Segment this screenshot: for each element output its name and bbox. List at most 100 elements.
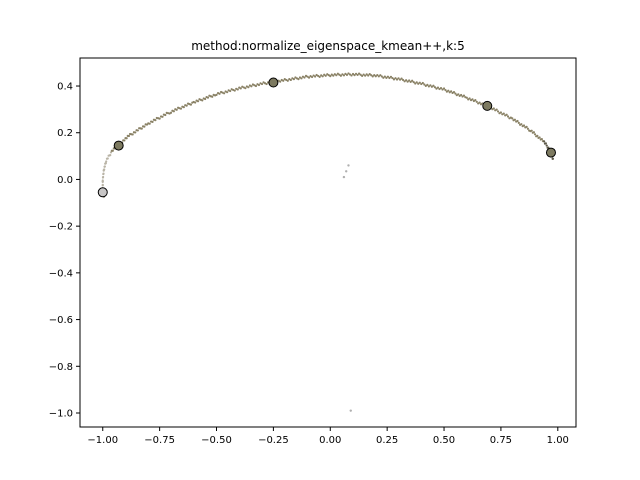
centroid-marker: [545, 147, 556, 158]
data-point: [332, 74, 335, 77]
data-point: [127, 134, 131, 138]
data-point: [388, 76, 391, 80]
data-point: [125, 137, 128, 140]
data-point: [471, 98, 474, 101]
x-axis-ticks: −1.00 −0.75 −0.50 −0.25 0.00 0.25 0.50 0.75 1.00: [87, 427, 569, 446]
data-point: [102, 172, 105, 175]
data-point: [532, 131, 536, 134]
outlier-point: [349, 409, 352, 412]
data-point: [502, 112, 505, 115]
data-point: [123, 139, 126, 142]
data-point: [218, 92, 221, 95]
data-point: [460, 93, 463, 97]
y-tick-label: −1.0: [49, 408, 73, 419]
data-point: [412, 81, 415, 84]
centroid-marker: [97, 187, 108, 198]
data-point: [345, 73, 349, 76]
outlier-point: [345, 170, 348, 173]
data-point: [382, 76, 385, 79]
data-point: [516, 119, 519, 123]
data-point: [247, 86, 250, 89]
data-point: [143, 125, 146, 128]
data-point: [204, 97, 207, 101]
data-point: [436, 86, 440, 89]
data-point: [522, 124, 526, 127]
y-tick-label: 0.2: [57, 128, 73, 139]
data-point: [374, 75, 377, 78]
data-point: [324, 74, 327, 77]
data-point: [265, 82, 268, 86]
data-point: [194, 101, 197, 104]
outlier-point: [342, 175, 346, 179]
data-point: [429, 84, 432, 87]
data-point: [196, 100, 200, 103]
data-point: [411, 79, 414, 82]
data-point: [351, 72, 355, 76]
data-point: [105, 160, 108, 163]
data-point: [417, 82, 420, 85]
data-point: [454, 92, 457, 95]
data-point: [499, 111, 503, 114]
data-point: [452, 90, 456, 94]
data-point: [415, 81, 418, 84]
data-point: [223, 92, 226, 95]
data-point: [409, 80, 412, 83]
data-point: [439, 86, 443, 90]
data-point: [468, 97, 471, 100]
data-point: [478, 101, 481, 104]
data-point: [379, 74, 382, 77]
data-point: [172, 110, 175, 113]
data-point: [536, 134, 539, 137]
data-point: [551, 157, 555, 160]
data-point: [418, 81, 421, 84]
data-point: [260, 82, 264, 86]
data-point: [400, 77, 403, 80]
data-point: [432, 84, 435, 87]
y-tick-label: −0.6: [49, 315, 73, 326]
data-point: [465, 96, 468, 99]
data-point: [297, 78, 300, 81]
data-point: [421, 81, 424, 85]
data-point: [175, 108, 178, 111]
y-tick-label: −0.2: [49, 222, 73, 233]
data-point: [136, 129, 139, 132]
data-point: [367, 74, 370, 77]
data-point: [426, 83, 429, 86]
data-point: [511, 117, 514, 120]
data-point: [457, 93, 460, 96]
x-tick-label: −0.75: [144, 435, 175, 446]
data-point: [540, 137, 543, 141]
data-point: [505, 113, 508, 116]
data-point: [361, 74, 364, 77]
data-point: [492, 107, 495, 110]
x-tick-label: −0.50: [201, 435, 232, 446]
data-point: [215, 93, 218, 96]
data-point: [236, 88, 239, 91]
data-point: [398, 78, 402, 81]
axes-frame: [79, 57, 577, 428]
data-point: [154, 118, 157, 122]
data-point: [158, 117, 161, 120]
data-point: [365, 73, 368, 76]
data-point: [303, 76, 306, 79]
data-point: [103, 168, 106, 171]
data-point: [300, 77, 303, 80]
data-point: [543, 140, 546, 143]
data-point: [321, 75, 324, 78]
data-point: [140, 127, 143, 130]
data-point: [310, 75, 314, 79]
y-axis-ticks: 0.4 0.2 0.0 −0.2 −0.4 −0.6 −0.8 −1.0: [49, 82, 80, 419]
data-point: [474, 99, 477, 102]
data-point: [179, 107, 183, 110]
data-point: [106, 157, 109, 160]
data-point: [307, 76, 311, 79]
centroid-markers-layer: [97, 77, 556, 198]
data-point: [538, 136, 541, 139]
data-point: [329, 75, 332, 78]
data-point: [513, 118, 516, 121]
data-point: [544, 142, 547, 145]
data-point: [104, 162, 107, 165]
data-point: [442, 87, 446, 90]
data-point: [354, 72, 358, 75]
